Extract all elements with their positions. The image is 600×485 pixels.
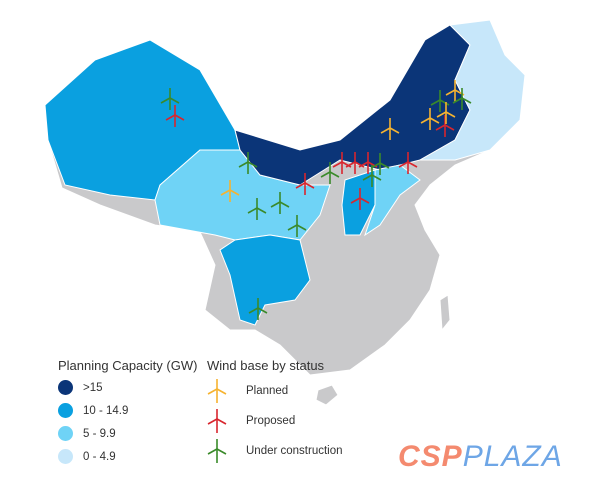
island-taiwan	[439, 294, 451, 332]
wind-turbine-icon	[207, 439, 227, 463]
status-legend-item: Under construction	[206, 438, 343, 464]
wind-base-marker-under-construction	[160, 88, 180, 110]
status-label: Proposed	[246, 415, 296, 427]
capacity-legend-item: 5 - 9.9	[58, 426, 116, 441]
capacity-swatch	[58, 403, 73, 418]
wind-base-marker-proposed	[350, 188, 370, 210]
capacity-legend-item: >15	[58, 380, 103, 395]
capacity-swatch	[58, 380, 73, 395]
wind-base-marker-under-construction	[452, 88, 472, 110]
wind-base-marker-proposed	[165, 105, 185, 127]
wind-base-marker-under-construction	[238, 152, 258, 174]
capacity-label: >15	[83, 381, 103, 394]
region-hebei	[364, 164, 421, 237]
capacity-legend-item: 10 - 14.9	[58, 403, 128, 418]
wind-base-marker-planned	[420, 108, 440, 130]
wind-turbine-icon	[207, 409, 227, 433]
wind-base-marker-under-construction	[270, 192, 290, 214]
capacity-swatch	[58, 426, 73, 441]
wind-base-marker-planned	[380, 118, 400, 140]
wind-base-marker-under-construction	[287, 215, 307, 237]
region-sichuan	[219, 234, 311, 326]
status-legend-item: Proposed	[206, 408, 295, 434]
wind-base-marker-under-construction	[430, 90, 450, 112]
status-legend-item: Planned	[206, 378, 288, 404]
wind-base-marker-proposed	[332, 152, 352, 174]
csp-plaza-logo: CSPPLAZA	[398, 440, 563, 473]
wind-base-marker-under-construction	[247, 198, 267, 220]
wind-base-marker-proposed	[345, 152, 365, 174]
wind-base-marker-planned	[436, 102, 456, 124]
wind-base-marker-under-construction	[320, 162, 340, 184]
wind-base-marker-proposed	[435, 115, 455, 137]
wind-base-marker-under-construction	[248, 298, 268, 320]
wind-base-marker-planned	[220, 180, 240, 202]
capacity-legend-title: Planning Capacity (GW)	[58, 358, 198, 373]
capacity-swatch	[58, 449, 73, 464]
capacity-label: 10 - 14.9	[83, 404, 129, 417]
capacity-label: 5 - 9.9	[83, 427, 116, 440]
wind-base-marker-proposed	[295, 173, 315, 195]
wind-turbine-icon	[207, 379, 227, 403]
status-label: Planned	[246, 385, 289, 397]
wind-base-marker-under-construction	[362, 165, 382, 187]
wind-base-marker-proposed	[398, 152, 418, 174]
capacity-label: 0 - 4.9	[83, 450, 116, 463]
status-legend-title: Wind base by status	[207, 358, 325, 373]
island-hainan	[315, 384, 339, 406]
status-label: Under construction	[246, 445, 343, 457]
region-qinghai-gansu	[154, 149, 331, 241]
capacity-legend-item: 0 - 4.9	[58, 449, 116, 464]
